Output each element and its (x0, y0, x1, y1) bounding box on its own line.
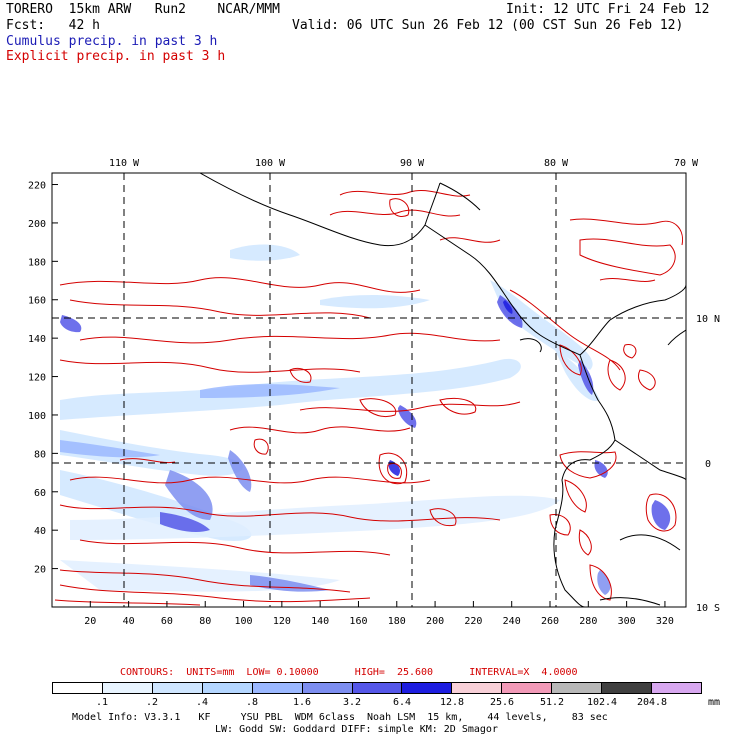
lon-label: 110 W (109, 158, 140, 169)
colorbar-swatch (102, 683, 153, 693)
lat-label: 10 N (696, 314, 720, 325)
colorbar-swatch (302, 683, 353, 693)
x-tick-label: 280 (579, 616, 597, 627)
colorbar-swatch (652, 683, 701, 693)
colorbar-label: 3.2 (342, 697, 362, 708)
x-tick-label: 20 (84, 616, 96, 627)
colorbar-swatch (252, 683, 303, 693)
colorbar-label: .2 (145, 697, 159, 708)
colorbar-unit: mm (707, 697, 721, 708)
colorbar-swatch (552, 683, 603, 693)
x-tick-label: 60 (161, 616, 173, 627)
x-tick-label: 240 (503, 616, 521, 627)
y-tick-label: 20 (34, 565, 46, 576)
x-tick-label: 120 (273, 616, 291, 627)
model-title: TORERO 15km ARW Run2 NCAR/MMM (6, 2, 280, 17)
x-tick-label: 200 (426, 616, 444, 627)
colorbar-swatch (53, 683, 103, 693)
x-tick-label: 320 (656, 616, 674, 627)
lat-lon-grid (52, 173, 686, 607)
valid-time: Valid: 06 UTC Sun 26 Feb 12 (00 CST Sun … (292, 18, 684, 33)
colorbar-label: .4 (195, 697, 209, 708)
y-tick-label: 200 (28, 219, 46, 230)
y-axis: 220 200 180 160 140 120 100 80 60 40 20 (28, 181, 58, 576)
colorbar-label: 204.8 (636, 697, 668, 708)
cumulus-precip-shading (60, 244, 671, 595)
colorbar (52, 682, 702, 694)
y-tick-label: 80 (34, 449, 46, 460)
lat-label: 0 (705, 459, 711, 470)
init-time: Init: 12 UTC Fri 24 Feb 12 (506, 2, 710, 17)
colorbar-label: 51.2 (539, 697, 565, 708)
colorbar-label: 102.4 (586, 697, 618, 708)
y-tick-label: 220 (28, 181, 46, 192)
x-axis: 20 40 60 80 100 120 140 160 180 200 220 240 260 280 30… (84, 601, 674, 627)
colorbar-label: .1 (95, 697, 109, 708)
x-tick-label: 40 (123, 616, 135, 627)
colorbar-label: 1.6 (292, 697, 312, 708)
precip-map: 110 W 100 W 90 W 80 W 70 W 10 N 0 10 S (28, 158, 720, 627)
x-tick-label: 180 (388, 616, 406, 627)
coastlines (199, 173, 686, 607)
lon-label: 90 W (400, 158, 425, 169)
y-tick-label: 160 (28, 296, 46, 307)
lon-label: 100 W (255, 158, 286, 169)
model-physics: LW: Godd SW: Goddard DIFF: simple KM: 2D… (215, 724, 498, 735)
colorbar-swatch (152, 683, 203, 693)
x-tick-label: 220 (464, 616, 482, 627)
colorbar-label: .8 (245, 697, 259, 708)
colorbar-label: 12.8 (439, 697, 465, 708)
colorbar-swatch (202, 683, 253, 693)
x-tick-label: 80 (199, 616, 211, 627)
forecast-hour: Fcst: 42 h (6, 18, 100, 33)
x-tick-label: 300 (618, 616, 636, 627)
lat-label: 10 S (696, 603, 720, 614)
latitude-labels: 10 N 0 10 S (696, 314, 720, 614)
y-tick-label: 100 (28, 411, 46, 422)
colorbar-swatch (452, 683, 503, 693)
y-tick-label: 60 (34, 488, 46, 499)
x-tick-label: 140 (311, 616, 329, 627)
x-tick-label: 160 (349, 616, 367, 627)
colorbar-label: 6.4 (392, 697, 412, 708)
lon-label: 80 W (544, 158, 569, 169)
y-tick-label: 40 (34, 526, 46, 537)
lon-label: 70 W (674, 158, 699, 169)
contour-info: CONTOURS: UNITS=mm LOW= 0.10000 HIGH= 25… (120, 667, 578, 678)
model-info: Model Info: V3.3.1 KF YSU PBL WDM 6class… (72, 712, 608, 723)
x-tick-label: 100 (235, 616, 253, 627)
longitude-labels: 110 W 100 W 90 W 80 W 70 W (109, 158, 699, 169)
colorbar-swatch (602, 683, 653, 693)
colorbar-swatch (502, 683, 553, 693)
legend-explicit: Explicit precip. in past 3 h (6, 49, 226, 64)
legend-cumulus: Cumulus precip. in past 3 h (6, 34, 218, 49)
x-tick-label: 260 (541, 616, 559, 627)
colorbar-swatch (352, 683, 403, 693)
colorbar-label: 25.6 (489, 697, 515, 708)
colorbar-swatch (402, 683, 453, 693)
plot-frame (51, 172, 687, 608)
y-tick-label: 140 (28, 334, 46, 345)
y-tick-label: 180 (28, 257, 46, 268)
y-tick-label: 120 (28, 373, 46, 384)
explicit-precip-contours (54, 190, 684, 606)
